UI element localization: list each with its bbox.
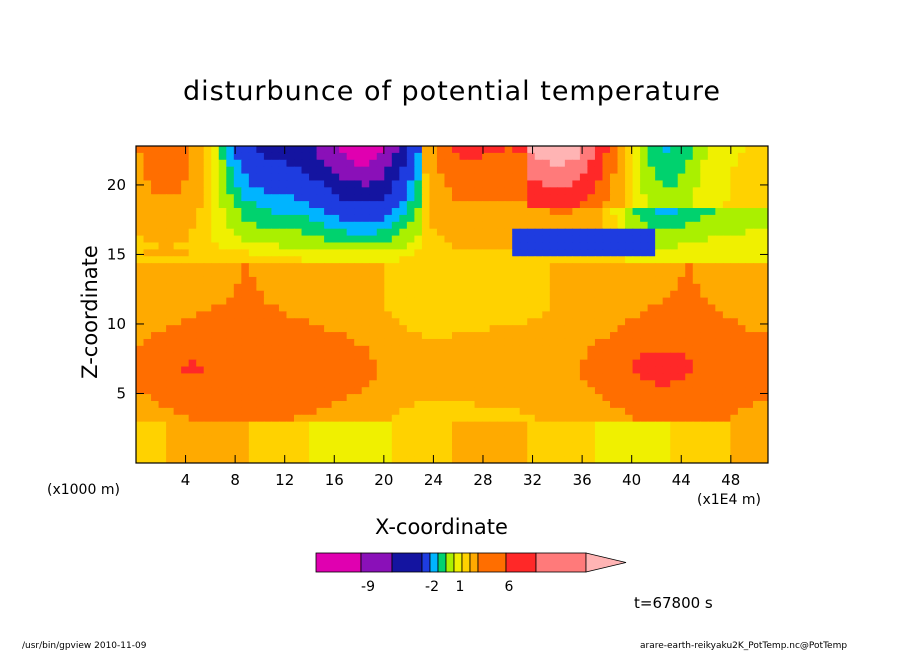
colorbar-swatch-10 <box>477 552 507 573</box>
colorbar-label-3: 6 <box>505 579 514 595</box>
heatmap-field <box>136 146 768 463</box>
colorbar-swatch-12 <box>535 552 587 573</box>
footer-right: arare-earth-reikyaku2K_PotTemp.nc@PotTem… <box>640 641 848 651</box>
colorbar-swatch-6 <box>445 552 455 573</box>
colorbar-swatch-5 <box>437 552 447 573</box>
y-tick-label-2: 15 <box>107 245 126 263</box>
x-tick-label-3: 16 <box>325 471 344 489</box>
footer-left: /usr/bin/gpview 2010-11-09 <box>22 641 147 651</box>
x-tick-label-11: 48 <box>721 471 740 489</box>
x-axis: 4 8 12 16 20 24 28 32 36 40 44 48 <box>181 146 740 489</box>
colorbar-swatch-11 <box>505 552 537 573</box>
x-tick-label-4: 20 <box>374 471 393 489</box>
colorbar-swatch-3 <box>421 552 431 573</box>
colorbar: -9 -2 1 6 <box>315 552 627 595</box>
time-label: t=67800 s <box>634 594 713 612</box>
colorbar-swatch-9 <box>469 552 479 573</box>
x-multiplier-label: (x1E4 m) <box>697 492 761 508</box>
y-axis: 5 10 15 20 <box>107 176 768 402</box>
plot-frame <box>135 145 769 464</box>
x-tick-label-7: 32 <box>523 471 542 489</box>
colorbar-swatch-8 <box>461 552 471 573</box>
y-tick-label-3: 20 <box>107 176 126 194</box>
x-tick-label-0: 4 <box>181 471 191 489</box>
x-axis-label: X-coordinate <box>375 515 508 539</box>
x-tick-label-5: 24 <box>424 471 443 489</box>
x-tick-label-9: 40 <box>622 471 641 489</box>
x-tick-label-10: 44 <box>672 471 691 489</box>
colorbar-arrow <box>585 552 627 573</box>
x-tick-label-6: 28 <box>473 471 492 489</box>
colorbar-label-0: -9 <box>361 579 375 595</box>
colorbar-swatch-4 <box>429 552 439 573</box>
x-tick-label-8: 36 <box>573 471 592 489</box>
colorbar-swatch-0 <box>315 552 362 573</box>
colorbar-swatch-1 <box>360 552 393 573</box>
y-tick-label-1: 10 <box>107 315 126 333</box>
colorbar-label-2: 1 <box>456 579 465 595</box>
x-tick-label-2: 12 <box>275 471 294 489</box>
colorbar-swatch-7 <box>453 552 463 573</box>
y-tick-label-0: 5 <box>116 384 126 402</box>
x-tick-label-1: 8 <box>230 471 240 489</box>
colorbar-label-1: -2 <box>425 579 439 595</box>
y-axis-label: Z-coordinate <box>78 245 102 379</box>
chart-title: disturbunce of potential temperature <box>183 76 721 107</box>
colorbar-swatch-2 <box>391 552 423 573</box>
x-units-label: (x1000 m) <box>47 482 120 498</box>
